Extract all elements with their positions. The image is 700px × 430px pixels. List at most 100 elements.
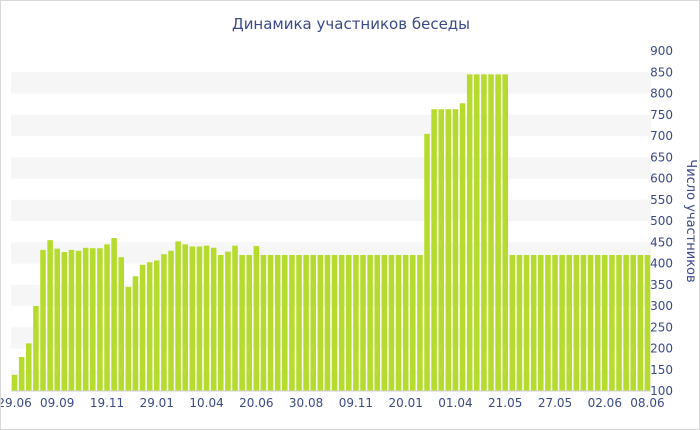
bar bbox=[182, 244, 188, 392]
grid-band bbox=[11, 114, 651, 136]
x-tick-label: 29.01 bbox=[140, 396, 174, 410]
bar bbox=[559, 255, 565, 391]
bar bbox=[11, 374, 18, 391]
bar bbox=[118, 257, 124, 392]
bar bbox=[246, 255, 252, 391]
bar bbox=[139, 264, 146, 391]
y-tick-label: 150 bbox=[650, 363, 673, 377]
y-axis-ticks: 100 150 200 250 300 350 400 450 500 550 600 650 700 7… bbox=[650, 44, 673, 398]
y-tick-label: 850 bbox=[650, 65, 673, 79]
x-tick-label: 10.04 bbox=[189, 396, 223, 410]
bar bbox=[267, 255, 274, 391]
bar bbox=[168, 250, 174, 391]
bar bbox=[189, 246, 196, 391]
chart-title: Динамика участников беседы bbox=[232, 15, 470, 33]
bar bbox=[97, 248, 103, 391]
bar bbox=[104, 244, 110, 392]
bar bbox=[68, 249, 75, 391]
x-tick-label: 20.06 bbox=[239, 396, 273, 410]
x-tick-label: 21.05 bbox=[488, 396, 522, 410]
grid-band bbox=[11, 199, 651, 221]
y-tick-label: 250 bbox=[650, 320, 673, 334]
bar bbox=[481, 74, 487, 392]
bar bbox=[609, 255, 615, 391]
x-tick-label: 09.11 bbox=[339, 396, 373, 410]
bar bbox=[146, 262, 153, 391]
bar bbox=[431, 109, 437, 391]
bar bbox=[353, 255, 359, 391]
bars bbox=[11, 74, 651, 392]
bar bbox=[175, 241, 181, 391]
bar bbox=[602, 255, 608, 391]
bar bbox=[196, 246, 203, 391]
bar bbox=[644, 255, 651, 391]
bar bbox=[587, 255, 594, 391]
y-tick-label: 100 bbox=[650, 384, 673, 398]
y-tick-label: 600 bbox=[650, 172, 673, 186]
bar bbox=[410, 255, 416, 391]
bar bbox=[203, 245, 210, 391]
bar bbox=[374, 255, 380, 391]
bar bbox=[132, 276, 139, 391]
x-tick-label: 01.04 bbox=[438, 396, 472, 410]
y-tick-label: 300 bbox=[650, 299, 673, 313]
bar bbox=[566, 255, 572, 391]
bar bbox=[623, 255, 629, 391]
bar bbox=[424, 133, 430, 392]
bar bbox=[274, 255, 281, 391]
x-tick-label: 09.09 bbox=[40, 396, 74, 410]
bar bbox=[338, 255, 345, 391]
bar bbox=[18, 357, 25, 391]
bar bbox=[573, 255, 580, 391]
bar bbox=[637, 255, 644, 391]
bar bbox=[289, 255, 295, 391]
grid-band bbox=[11, 157, 651, 179]
bar bbox=[210, 247, 217, 391]
bar bbox=[495, 74, 501, 392]
bar bbox=[303, 255, 309, 391]
bar bbox=[502, 74, 508, 392]
bar bbox=[538, 255, 544, 391]
x-tick-label: 19.11 bbox=[90, 396, 124, 410]
bar bbox=[239, 255, 245, 391]
y-tick-label: 800 bbox=[650, 87, 673, 101]
y-tick-label: 650 bbox=[650, 150, 673, 164]
bar bbox=[253, 246, 260, 391]
bar bbox=[40, 249, 46, 391]
bar bbox=[367, 255, 373, 391]
bar bbox=[82, 247, 89, 391]
bar bbox=[516, 255, 523, 391]
bar bbox=[125, 286, 132, 392]
bar bbox=[161, 254, 167, 391]
x-axis-ticks: 29.06 09.09 19.11 29.01 10.04 20.06 30.08 09.11… bbox=[1, 396, 665, 410]
x-tick-label: 30.08 bbox=[289, 396, 323, 410]
bar bbox=[488, 74, 494, 392]
bar bbox=[552, 255, 558, 391]
bar bbox=[26, 343, 32, 391]
bar bbox=[310, 255, 316, 391]
bar bbox=[402, 255, 409, 391]
bar bbox=[459, 103, 466, 391]
y-tick-label: 200 bbox=[650, 342, 673, 356]
bar bbox=[545, 255, 551, 391]
bar bbox=[296, 255, 302, 391]
bar bbox=[111, 238, 117, 391]
x-tick-label: 20.01 bbox=[388, 396, 422, 410]
bar bbox=[225, 251, 231, 391]
bar bbox=[154, 260, 160, 391]
y-tick-label: 450 bbox=[650, 235, 673, 249]
bar bbox=[388, 255, 395, 391]
y-tick-label: 350 bbox=[650, 278, 673, 292]
y-axis-label: Число участников bbox=[683, 159, 698, 282]
bar bbox=[594, 255, 601, 391]
bar bbox=[75, 250, 82, 391]
grid-band bbox=[11, 72, 651, 94]
bar bbox=[346, 255, 352, 391]
bar bbox=[33, 306, 39, 391]
x-tick-label: 08.06 bbox=[630, 396, 664, 410]
bar bbox=[317, 255, 324, 391]
y-tick-label: 900 bbox=[650, 44, 673, 58]
x-tick-label: 02.06 bbox=[588, 396, 622, 410]
